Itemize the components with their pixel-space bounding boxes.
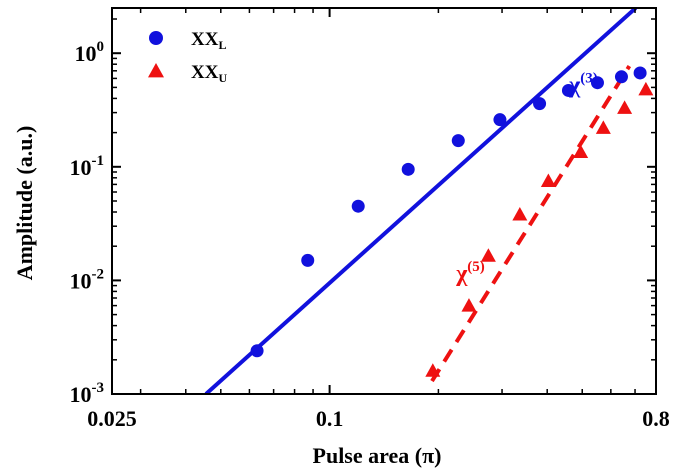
point-1-8 [561, 83, 575, 97]
point-1-2 [301, 253, 315, 267]
point-1-9 [590, 76, 604, 90]
x-tick-label-1: 0.025 [87, 406, 137, 431]
point-2-4 [512, 207, 528, 221]
point-2-3 [480, 248, 496, 262]
axes: 0.025 0.1 0.8 10-3 10-2 10-1 100 XXL XXU [70, 7, 670, 431]
point-1-3 [351, 199, 365, 213]
fit-line-2 [430, 65, 632, 383]
point-2-6 [573, 144, 589, 158]
x-tick-label-2: 0.1 [316, 406, 344, 431]
fit-label-2: χ(5) [455, 259, 485, 287]
point-2-7 [595, 120, 611, 134]
fit-line-1 [204, 8, 638, 394]
plot-area: χ(3) χ(5) [204, 8, 654, 394]
y-tick-label-4: 100 [75, 39, 105, 66]
legend-label-2: XXU [191, 62, 227, 85]
legend-marker-1 [149, 31, 163, 45]
point-1-7 [533, 97, 547, 111]
legend-label-1: XXL [191, 29, 226, 52]
point-1-10 [614, 70, 628, 84]
y-axis-title: Amplitude (a.u.) [12, 126, 37, 281]
point-1-6 [493, 113, 507, 127]
fit-label-1: χ(3) [568, 71, 598, 99]
x-axis-title: Pulse area (π) [313, 443, 442, 468]
legend: XXL XXU [148, 29, 227, 85]
point-1-1 [250, 344, 264, 358]
y-tick-label-1: 10-3 [70, 380, 105, 407]
point-2-8 [617, 100, 633, 114]
point-2-1 [425, 363, 441, 377]
point-2-5 [540, 173, 556, 187]
point-1-5 [451, 134, 465, 148]
point-2-2 [461, 298, 477, 312]
y-tick-label-2: 10-2 [70, 266, 105, 293]
point-1-4 [401, 162, 415, 176]
y-tick-label-3: 10-1 [70, 153, 105, 180]
point-1-11 [633, 66, 647, 80]
legend-marker-2 [148, 63, 164, 78]
x-tick-label-3: 0.8 [642, 406, 670, 431]
point-2-9 [638, 81, 654, 96]
